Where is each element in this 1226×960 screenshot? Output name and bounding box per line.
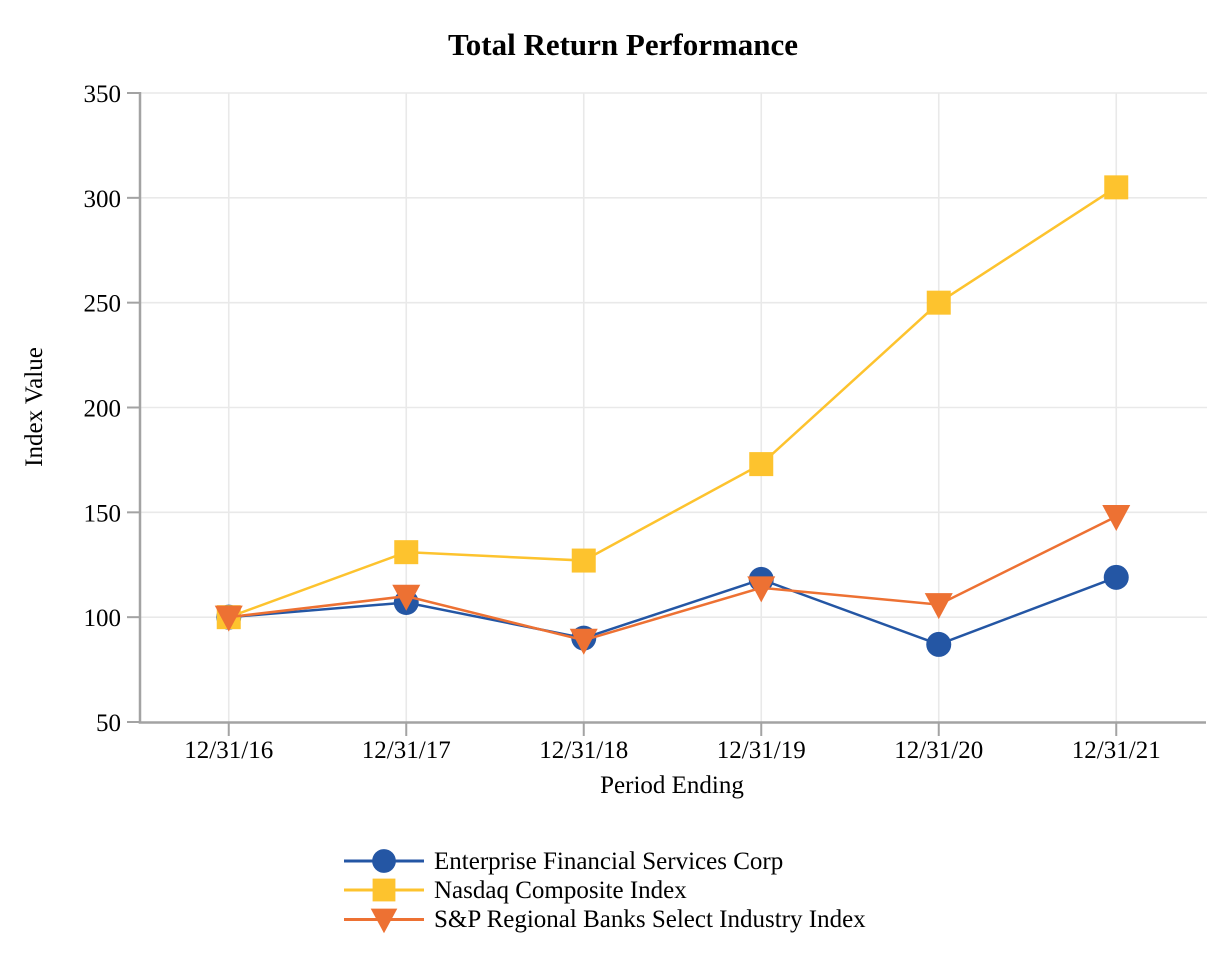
data-point-marker-square: [372, 878, 396, 902]
legend: Enterprise Financial Services Corp Nasda…: [344, 848, 866, 934]
y-tick-label: 250: [84, 291, 122, 318]
series-group: [214, 175, 1131, 657]
x-axis-ticks: 12/31/16 12/31/17 12/31/18 12/31/19 12/31/20…: [184, 722, 1161, 764]
legend-label-sp-regional-banks: S&P Regional Banks Select Industry Index: [434, 906, 866, 933]
series-nasdaq-composite: [216, 175, 1129, 630]
data-point-marker-triangle: [924, 593, 953, 620]
y-tick-label: 300: [84, 186, 122, 213]
legend-swatches: [344, 849, 424, 934]
y-tick-label: 350: [84, 81, 122, 108]
y-tick-label: 150: [84, 500, 122, 527]
y-tick-label: 50: [96, 710, 121, 737]
series-line: [228, 186, 1117, 619]
data-point-marker-circle: [372, 849, 396, 873]
data-point-marker-square: [749, 452, 774, 477]
data-point-marker-square: [394, 540, 419, 565]
data-point-marker-triangle: [214, 605, 243, 632]
x-axis-title: Period Ending: [600, 772, 744, 799]
series-line: [228, 515, 1117, 642]
data-point-marker-triangle: [569, 628, 598, 655]
y-tick-label: 200: [84, 396, 122, 423]
chart-title: Total Return Performance: [448, 27, 798, 62]
x-tick-label: 12/31/17: [362, 737, 451, 764]
x-tick-label: 12/31/21: [1072, 737, 1161, 764]
data-point-marker-triangle: [1102, 505, 1131, 532]
legend-label-enterprise-financial: Enterprise Financial Services Corp: [434, 848, 783, 875]
data-point-marker-circle: [926, 631, 952, 657]
data-point-marker-circle: [1103, 564, 1129, 590]
x-tick-label: 12/31/20: [894, 737, 983, 764]
x-tick-label: 12/31/18: [539, 737, 628, 764]
data-point-marker-triangle: [370, 908, 398, 934]
data-point-marker-triangle: [747, 576, 776, 603]
x-tick-label: 12/31/19: [717, 737, 806, 764]
data-point-marker-square: [1104, 175, 1129, 200]
y-tick-label: 100: [84, 605, 122, 632]
x-tick-label: 12/31/16: [184, 737, 273, 764]
series-sp-regional-banks: [214, 505, 1131, 655]
y-axis-title: Index Value: [21, 347, 48, 467]
legend-label-nasdaq-composite: Nasdaq Composite Index: [434, 877, 687, 904]
gridlines: [140, 92, 1207, 722]
series-line: [228, 576, 1117, 646]
data-point-marker-square: [926, 290, 951, 315]
data-point-marker-triangle: [392, 584, 421, 611]
y-axis-ticks: 50 100 150 200 250 300 350: [84, 81, 140, 737]
data-point-marker-square: [571, 548, 596, 573]
